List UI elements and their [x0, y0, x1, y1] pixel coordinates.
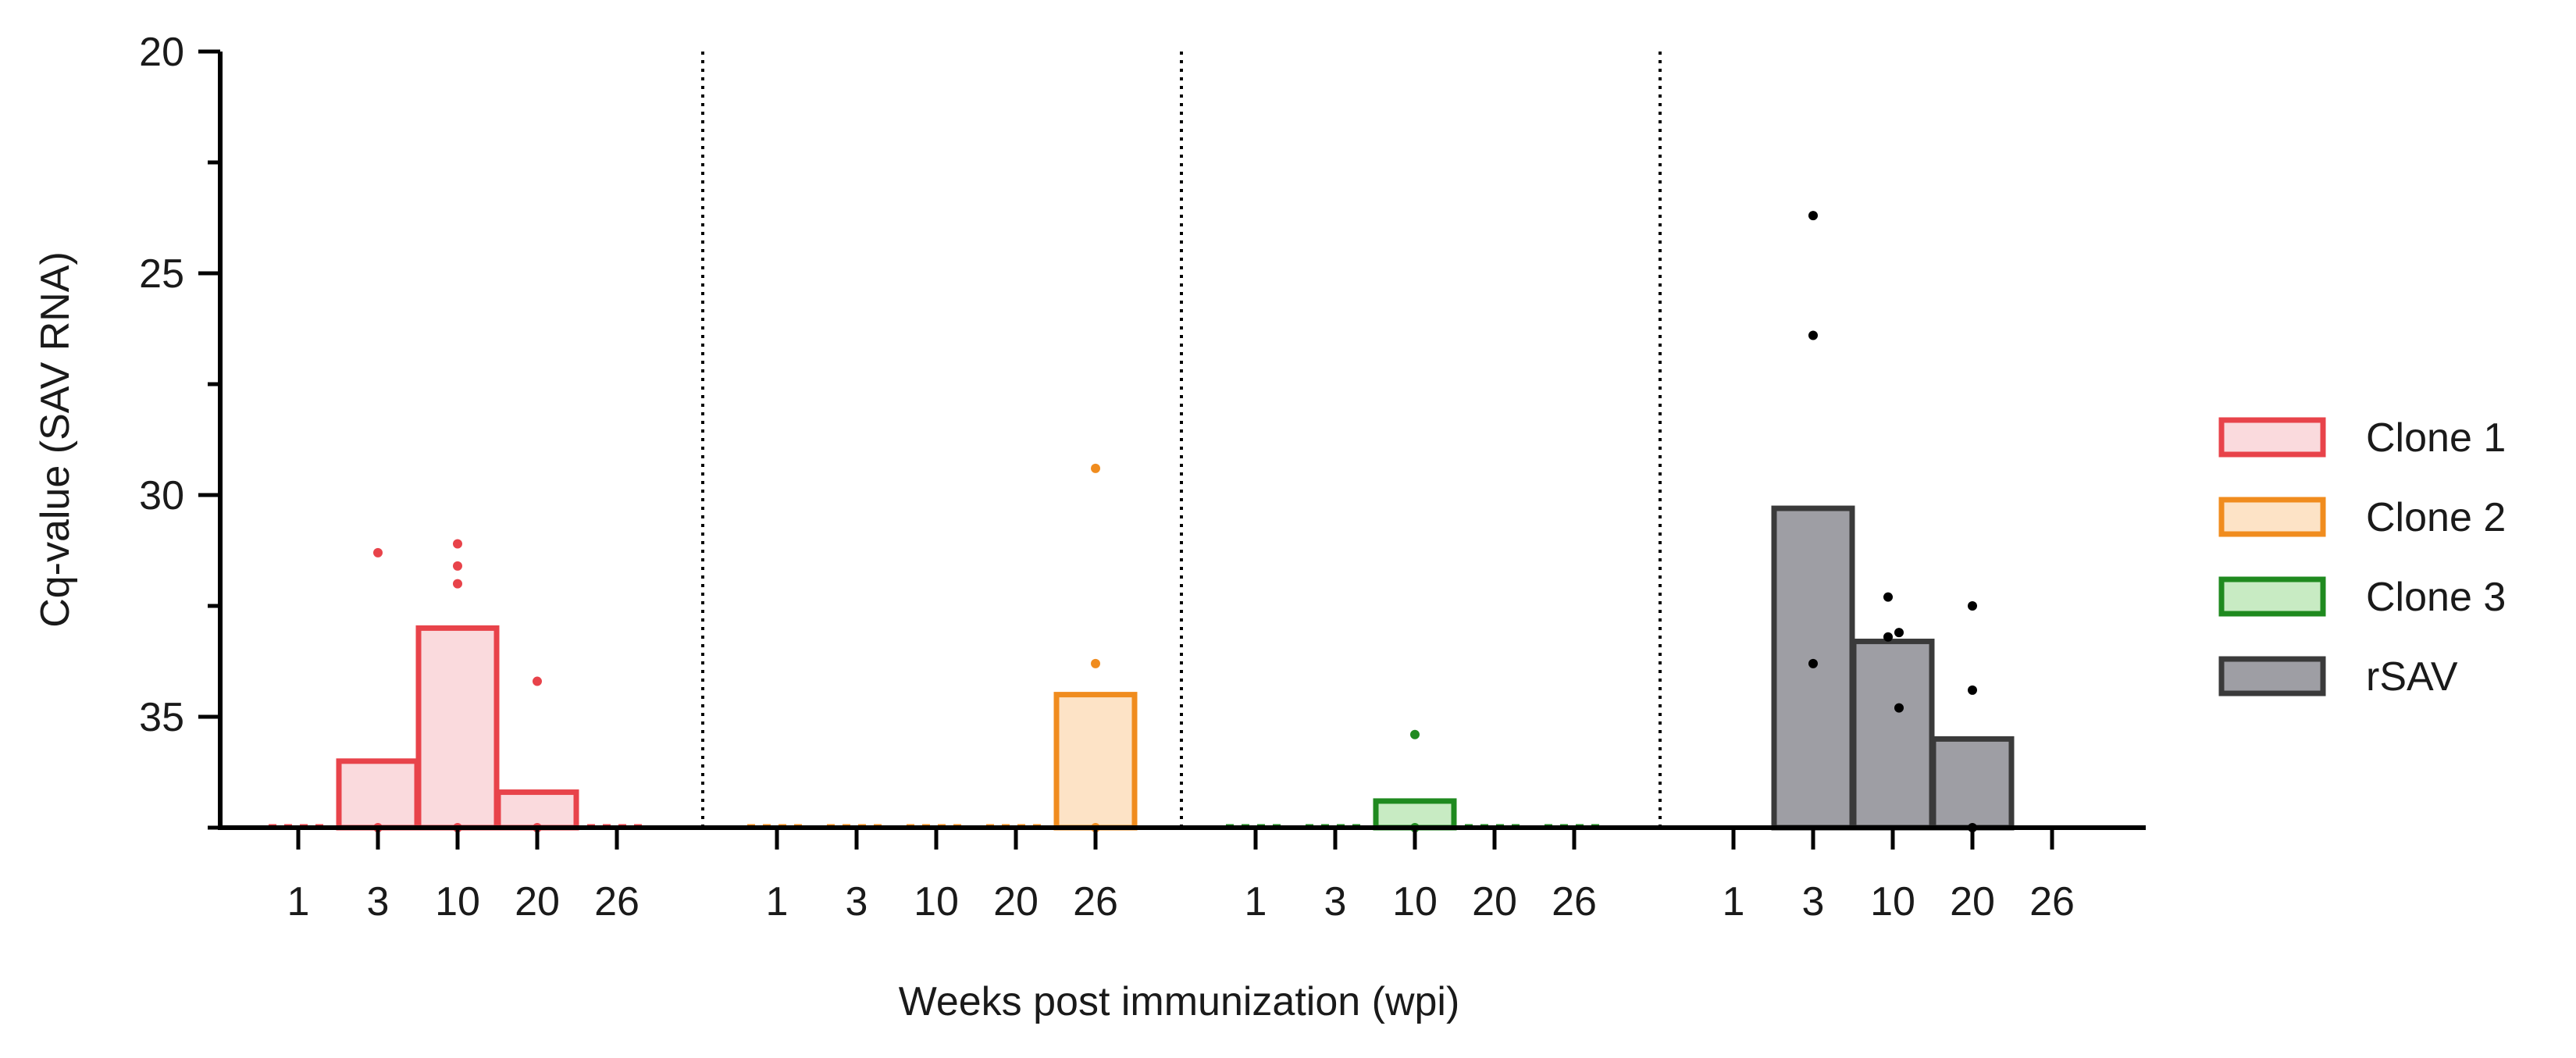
y-tick-label: 25	[139, 251, 184, 297]
data-point	[1808, 658, 1818, 668]
data-point	[1883, 592, 1893, 602]
bar	[1930, 736, 2015, 831]
x-tick-label: 3	[846, 879, 868, 924]
x-tick-label: 1	[766, 879, 789, 924]
bar	[1053, 692, 1138, 831]
data-point	[453, 579, 462, 589]
legend-label: Clone 1	[2366, 415, 2506, 461]
bar	[1851, 638, 1935, 831]
legend-label: rSAV	[2366, 654, 2458, 700]
bar	[415, 625, 500, 831]
data-point	[1883, 632, 1893, 642]
y-axis-title: Cq-value (SAV RNA)	[33, 251, 78, 628]
x-axis-title: Weeks post immunization (wpi)	[899, 979, 1460, 1024]
legend-label: Clone 2	[2366, 495, 2506, 540]
legend-label: Clone 3	[2366, 575, 2506, 620]
x-tick-label: 10	[1392, 879, 1438, 924]
bar	[336, 758, 420, 831]
x-tick-label: 10	[435, 879, 480, 924]
legend-swatch	[2218, 656, 2326, 696]
data-points	[373, 211, 1977, 832]
data-point	[1894, 703, 1904, 713]
x-tick-label: 10	[1870, 879, 1915, 924]
y-tick-label: 30	[139, 473, 184, 518]
x-tick-label: 1	[287, 879, 310, 924]
x-tick-label: 20	[1950, 879, 1995, 924]
x-tick-label: 1	[1723, 879, 1745, 924]
data-point	[1091, 463, 1100, 473]
x-tick-label: 26	[2029, 879, 2075, 924]
x-tick-label: 20	[993, 879, 1039, 924]
data-point	[1091, 658, 1100, 668]
x-tick-label: 20	[1472, 879, 1517, 924]
data-point	[533, 676, 542, 686]
y-tick-label: 35	[139, 695, 184, 740]
x-tick-label: 3	[1324, 879, 1347, 924]
data-point	[373, 547, 383, 557]
data-point	[1894, 628, 1904, 638]
tick-labels: 20 25 30 35 1 3 10 20 26 1 3 10 20 26 1 3 10 20 26 1 3 10 20 26	[139, 30, 2075, 924]
data-point	[1410, 729, 1420, 739]
legend-swatch	[2218, 576, 2326, 617]
data-point	[1968, 601, 1977, 611]
legend-swatch	[2218, 497, 2326, 537]
data-point	[1808, 330, 1818, 340]
y-tick-label: 20	[139, 30, 184, 75]
x-tick-label: 10	[914, 879, 959, 924]
x-tick-label: 3	[367, 879, 390, 924]
bars	[269, 505, 2015, 831]
x-tick-label: 1	[1245, 879, 1267, 924]
axes	[198, 49, 2146, 850]
legend: Clone 1 Clone 2 Clone 3 rSAV	[2218, 415, 2506, 700]
legend-swatch	[2218, 417, 2326, 458]
data-point	[1968, 685, 1977, 695]
x-tick-label: 3	[1802, 879, 1825, 924]
data-point	[453, 561, 462, 571]
x-tick-label: 26	[1552, 879, 1597, 924]
x-tick-label: 26	[1073, 879, 1118, 924]
data-point	[453, 539, 462, 549]
x-tick-label: 20	[515, 879, 560, 924]
x-tick-label: 26	[594, 879, 640, 924]
data-point	[1808, 211, 1818, 221]
group-separators	[701, 52, 1662, 828]
bar	[495, 789, 579, 831]
